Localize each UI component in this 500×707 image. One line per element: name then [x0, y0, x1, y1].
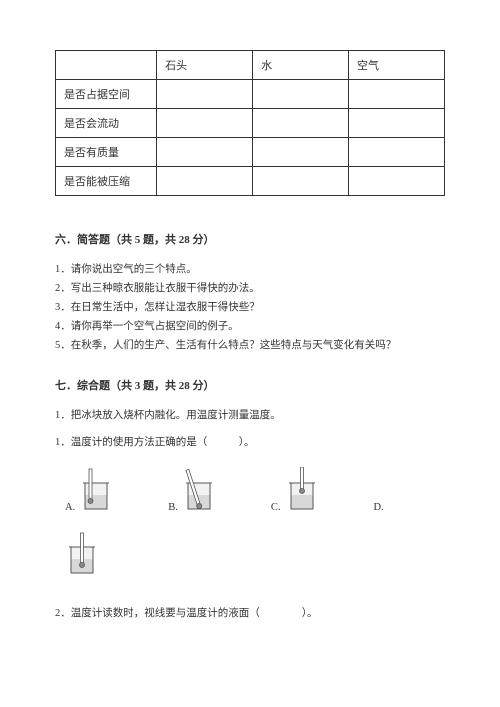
section7-title: 七．综合题（共 3 题，共 28 分） — [55, 377, 445, 393]
cell — [157, 138, 253, 167]
options-row: A. B. C. — [65, 467, 445, 513]
option-label-c: C. — [271, 502, 281, 513]
table-row: 是否会流动 — [56, 109, 445, 138]
option-c: C. — [271, 467, 319, 513]
header-air: 空气 — [349, 51, 445, 80]
option-b: B. — [168, 467, 216, 513]
table-header-row: 石头 水 空气 — [56, 51, 445, 80]
question-item: 3．在日常生活中，怎样让湿衣服干得快些？ — [55, 299, 445, 318]
cell — [349, 109, 445, 138]
section6-title: 六．简答题（共 5 题，共 28 分） — [55, 231, 445, 247]
section7-q1: 1．温度计的使用方法正确的是（ ）。 — [55, 434, 445, 449]
table-row: 是否有质量 — [56, 138, 445, 167]
cell — [253, 80, 349, 109]
beaker-icon — [65, 531, 99, 577]
cell — [349, 80, 445, 109]
cell — [157, 167, 253, 196]
properties-table: 石头 水 空气 是否占据空间 是否会流动 是否有质量 是否能被压缩 — [55, 50, 445, 196]
cell — [349, 138, 445, 167]
beaker-icon — [182, 467, 216, 513]
question-item: 4．请你再举一个空气占据空间的例子。 — [55, 318, 445, 337]
beaker-icon — [79, 467, 113, 513]
option-label-a: A. — [65, 502, 75, 513]
option-label-b: B. — [168, 502, 178, 513]
option-d-figure — [65, 531, 445, 577]
section6-questions: 1．请你说出空气的三个特点。 2．写出三种晾衣服能让衣服干得快的办法。 3．在日… — [55, 261, 445, 355]
header-empty — [56, 51, 157, 80]
cell — [253, 167, 349, 196]
question-item: 1．请你说出空气的三个特点。 — [55, 261, 445, 280]
option-a: A. — [65, 467, 113, 513]
beaker-icon — [285, 467, 319, 513]
cell — [157, 109, 253, 138]
question-item: 5．在秋季，人们的生产、生活有什么特点？这些特点与天气变化有关吗？ — [55, 337, 445, 356]
row-label: 是否能被压缩 — [56, 167, 157, 196]
cell — [349, 167, 445, 196]
table-row: 是否占据空间 — [56, 80, 445, 109]
section7-q2: 2．温度计读数时，视线要与温度计的液面（ ）。 — [55, 605, 445, 620]
table-row: 是否能被压缩 — [56, 167, 445, 196]
cell — [253, 109, 349, 138]
option-label-d: D. — [374, 502, 384, 513]
row-label: 是否占据空间 — [56, 80, 157, 109]
cell — [253, 138, 349, 167]
section7-intro: 1．把冰块放入烧杯内融化。用温度计测量温度。 — [55, 407, 445, 422]
question-item: 2．写出三种晾衣服能让衣服干得快的办法。 — [55, 280, 445, 299]
header-stone: 石头 — [157, 51, 253, 80]
cell — [157, 80, 253, 109]
option-d: D. — [374, 502, 384, 513]
header-water: 水 — [253, 51, 349, 80]
row-label: 是否有质量 — [56, 138, 157, 167]
row-label: 是否会流动 — [56, 109, 157, 138]
